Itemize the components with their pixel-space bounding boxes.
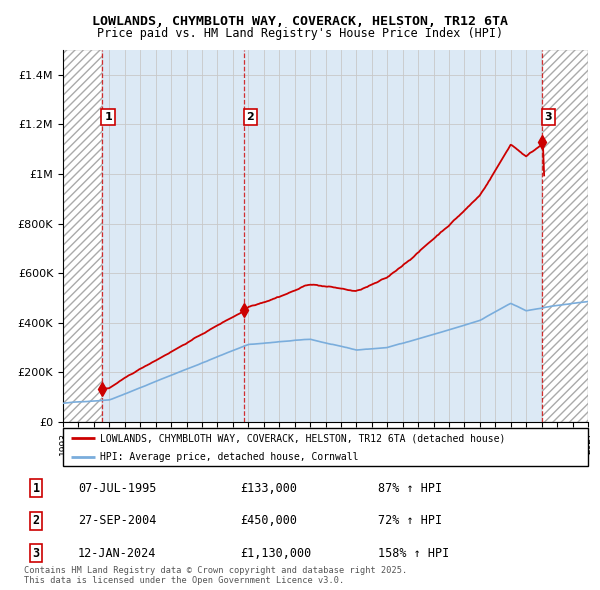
Text: £450,000: £450,000: [240, 514, 297, 527]
Text: LOWLANDS, CHYMBLOTH WAY, COVERACK, HELSTON, TR12 6TA (detached house): LOWLANDS, CHYMBLOTH WAY, COVERACK, HELST…: [100, 434, 505, 444]
Text: 07-JUL-1995: 07-JUL-1995: [78, 481, 157, 495]
Text: £133,000: £133,000: [240, 481, 297, 495]
Text: HPI: Average price, detached house, Cornwall: HPI: Average price, detached house, Corn…: [100, 451, 358, 461]
Text: 3: 3: [32, 546, 40, 560]
Bar: [542, 50, 588, 422]
Text: Price paid vs. HM Land Registry's House Price Index (HPI): Price paid vs. HM Land Registry's House …: [97, 27, 503, 40]
Text: 87% ↑ HPI: 87% ↑ HPI: [378, 481, 442, 495]
Text: 12-JAN-2024: 12-JAN-2024: [78, 546, 157, 560]
Text: 72% ↑ HPI: 72% ↑ HPI: [378, 514, 442, 527]
Text: 2: 2: [247, 112, 254, 122]
Text: 1: 1: [32, 481, 40, 495]
Text: Contains HM Land Registry data © Crown copyright and database right 2025.
This d: Contains HM Land Registry data © Crown c…: [24, 566, 407, 585]
Text: LOWLANDS, CHYMBLOTH WAY, COVERACK, HELSTON, TR12 6TA: LOWLANDS, CHYMBLOTH WAY, COVERACK, HELST…: [92, 15, 508, 28]
Text: 158% ↑ HPI: 158% ↑ HPI: [378, 546, 449, 560]
Text: £1,130,000: £1,130,000: [240, 546, 311, 560]
Bar: [63, 50, 102, 422]
Text: 1: 1: [104, 112, 112, 122]
Text: 2: 2: [32, 514, 40, 527]
Bar: [63, 50, 102, 422]
Text: 3: 3: [545, 112, 552, 122]
Text: 27-SEP-2004: 27-SEP-2004: [78, 514, 157, 527]
FancyBboxPatch shape: [63, 428, 588, 466]
